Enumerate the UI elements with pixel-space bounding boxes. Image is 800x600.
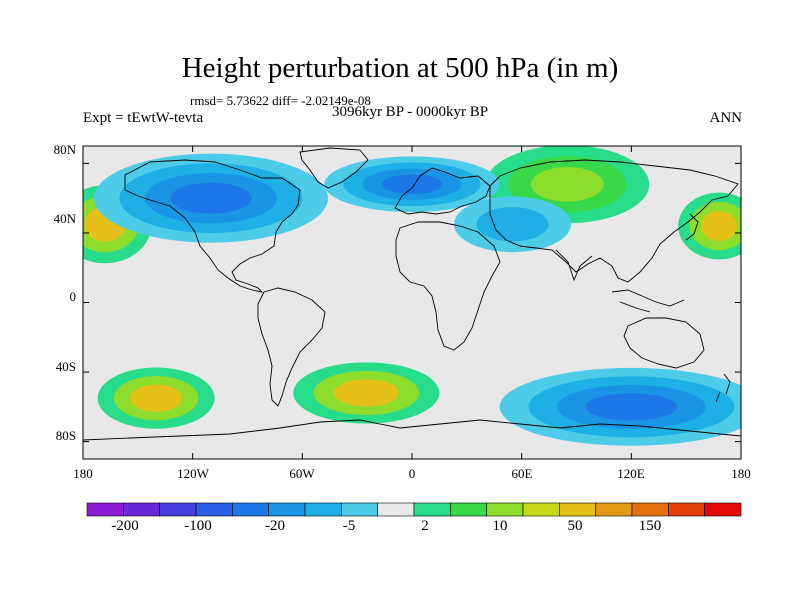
contour-band [381,174,443,194]
stats-text: rmsd= 5.73622 diff= -2.02149e-08 [190,93,371,108]
contour-band [333,379,399,407]
lat-tick-label: 0 [69,289,77,304]
lat-tick-label: 80N [53,142,76,157]
contour-band [700,211,738,241]
greenland-outline [299,147,369,189]
colorbar-swatch [450,502,487,517]
lon-tick-label: 60W [289,466,315,481]
lon-tick-label: 60E [511,466,533,481]
colorbar-swatch [86,502,124,517]
colorbar-swatch [704,502,742,517]
colorbar-swatch [195,502,233,517]
contour-band [476,207,549,242]
lon-tick-label: 120E [617,466,645,481]
colorbar-label: 2 [421,518,429,534]
period-label: 3096kyr BP - 0000kyr BP [331,104,489,120]
colorbar-swatch [123,502,160,517]
colorbar-swatch [304,502,342,517]
colorbar-swatch [413,502,451,517]
asia-outline [489,159,739,283]
colorbar-swatch [595,502,633,517]
colorbar-swatch [522,502,560,517]
axis-ticks [82,146,742,459]
season-label: ANN [709,110,743,126]
colorbar-swatch [631,502,669,517]
contour-band [170,182,252,214]
africa-outline [395,221,501,351]
maritime-asia-outline [611,289,685,313]
contour-band [130,384,183,412]
colorbar-label: -200 [111,518,139,534]
india-outline [555,249,593,282]
anomaly-field [83,146,741,446]
contour-band [530,166,604,202]
colorbar-label: 150 [638,518,662,534]
contour-band [585,393,678,421]
colorbar-label: 50 [567,518,583,534]
anomaly-north-pacific-east-positive [678,192,741,260]
lat-tick-label: 40N [53,211,76,226]
anomaly-canada-negative [93,153,328,243]
anomaly-south-atlantic-positive [293,362,440,424]
new-zealand-outline [715,373,731,403]
colorbar-swatch [232,502,269,517]
lat-tick-label: 80S [55,428,76,443]
north-america-outline [124,159,301,293]
plot-title: Height perturbation at 500 hPa (in m) [181,52,619,84]
japan-outline [685,213,699,241]
anomaly-siberia-positive [485,146,650,224]
lat-tick-label: 40S [55,359,76,374]
colorbar-swatch [341,502,378,517]
lon-tick-label: 120W [177,466,209,481]
experiment-label: Expt = tEwtW-tevta [83,110,204,126]
anomaly-north-atlantic-negative [324,156,500,213]
colorbar-label: -20 [265,518,285,534]
colorbar-label: -5 [342,518,356,534]
lon-tick-label: 0 [408,466,416,481]
australia-outline [623,317,705,369]
colorbar-swatch [159,502,197,517]
colorbar-swatch [268,502,306,517]
anomaly-south-indian-negative [499,367,741,446]
colorbar-swatch [668,502,705,517]
anomaly-south-pacific-positive [97,367,215,429]
south-america-outline [257,287,326,407]
lon-tick-label: 180 [73,466,93,481]
colorbar-swatch [486,502,524,517]
colorbar [86,502,742,517]
colorbar-label: -100 [184,518,212,534]
antarctica-outline [83,419,741,441]
continent-outlines [83,147,741,441]
colorbar-label: 10 [492,518,508,534]
colorbar-swatch [377,502,415,517]
lon-tick-label: 180 [731,466,751,481]
colorbar-swatch [559,502,596,517]
anomaly-central-asia-negative [454,196,572,253]
